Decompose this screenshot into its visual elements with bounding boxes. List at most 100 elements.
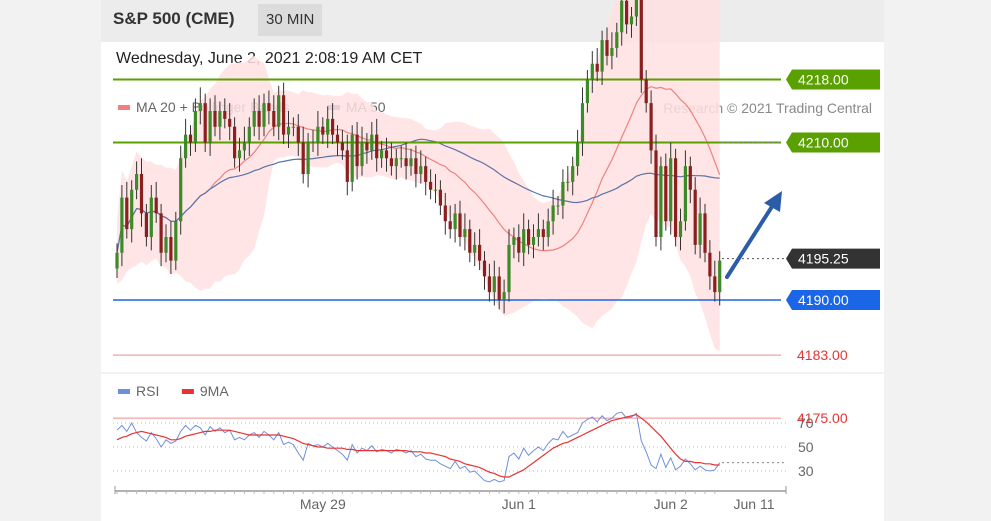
candle-body [125,197,129,230]
candle-body [536,229,540,237]
candle-body [340,142,344,151]
x-tick-label: Jun 2 [654,496,688,512]
target-level-label: 4175.00 [797,410,848,426]
candle-body [262,103,266,127]
x-tick-label: Jun 1 [502,496,536,512]
candle-body [443,205,447,222]
candle-body [644,79,648,104]
candle-body [708,252,712,277]
candle-body [693,189,697,245]
candle-body [179,158,183,222]
candle-body [463,229,467,237]
candle-body [115,252,119,269]
candle-body [551,205,555,222]
candle-body [174,221,178,261]
rsi-legend-label: RSI [136,383,159,399]
candle-body [188,134,193,143]
candle-body [654,150,658,237]
candle-body [213,111,217,127]
candle-body [517,237,521,253]
candle-body [237,150,242,159]
target-level-label: 4183.00 [797,347,848,363]
forecast-arrow-head [764,191,782,212]
candle-body [546,221,550,237]
candle-body [414,158,418,174]
timeframe-badge[interactable]: 30 MIN [258,4,323,36]
candle-body [571,166,575,182]
candle-body [433,189,438,191]
candle-body [590,63,594,80]
rsi-tick-label: 50 [798,439,814,455]
candle-body [688,166,692,190]
candle-body [649,103,653,151]
instrument-title: S&P 500 (CME) [113,9,235,28]
candle-body [223,111,227,119]
chart-header: S&P 500 (CME) 30 MIN [101,0,884,42]
candle-body [252,111,256,127]
rsi-legend-swatch [118,389,130,394]
candle-body [242,142,246,151]
candle-body [453,213,457,230]
rsi-tick-label: 70 [798,415,814,431]
candle-body [698,213,702,245]
resistance-level-label: 4210.00 [798,135,849,151]
candle-body [664,166,668,222]
candle-body [605,40,609,56]
rsi-legend-label: 9MA [200,383,229,399]
resistance-level-label: 4218.00 [798,72,849,88]
candle-body [512,237,516,245]
rsi-line [116,411,721,483]
candle-body [306,142,310,174]
bollinger-band [117,0,720,351]
candle-body [576,142,580,167]
candle-body [458,213,462,237]
candle-body [286,126,291,135]
candle-body [556,205,560,207]
candle-body [370,134,374,151]
candle-body [625,0,629,25]
candle-body [620,0,624,33]
candle-body [585,79,589,104]
candle-body [301,142,305,174]
candle-body [580,103,585,143]
candle-body [669,158,673,222]
candle-body [399,158,403,160]
rsi-9ma-line [116,413,720,478]
candle-body [120,197,124,253]
candle-body [247,126,251,143]
candle-body [615,32,619,48]
candle-body [208,111,212,143]
candle-body [257,111,261,127]
candle-body [507,244,511,293]
candle-body [566,181,570,183]
candle-body [159,213,163,253]
candle-body [164,237,168,253]
candle-body [683,166,687,222]
candle-body [600,40,604,72]
candle-body [331,118,335,135]
candle-body [154,197,158,214]
candle-body [218,111,222,127]
candle-body [478,244,482,261]
ma50-line [116,138,720,253]
candle-body [375,134,379,159]
candle-body [326,118,330,135]
candle-body [384,150,389,159]
candle-body [531,237,536,245]
candle-body [561,181,565,206]
candle-body [149,197,153,237]
current-level-tag [786,248,880,269]
candle-body [282,95,286,135]
candle-body [634,0,638,17]
candle-body [419,166,423,174]
candle-body [629,16,634,25]
candle-body [169,237,173,261]
candle-body [674,158,678,237]
candle-body [610,48,614,56]
candle-body [272,111,276,127]
resistance-level-tag [786,132,880,153]
candle-body [487,276,491,293]
candle-body [409,158,413,167]
candle-body [316,126,320,143]
